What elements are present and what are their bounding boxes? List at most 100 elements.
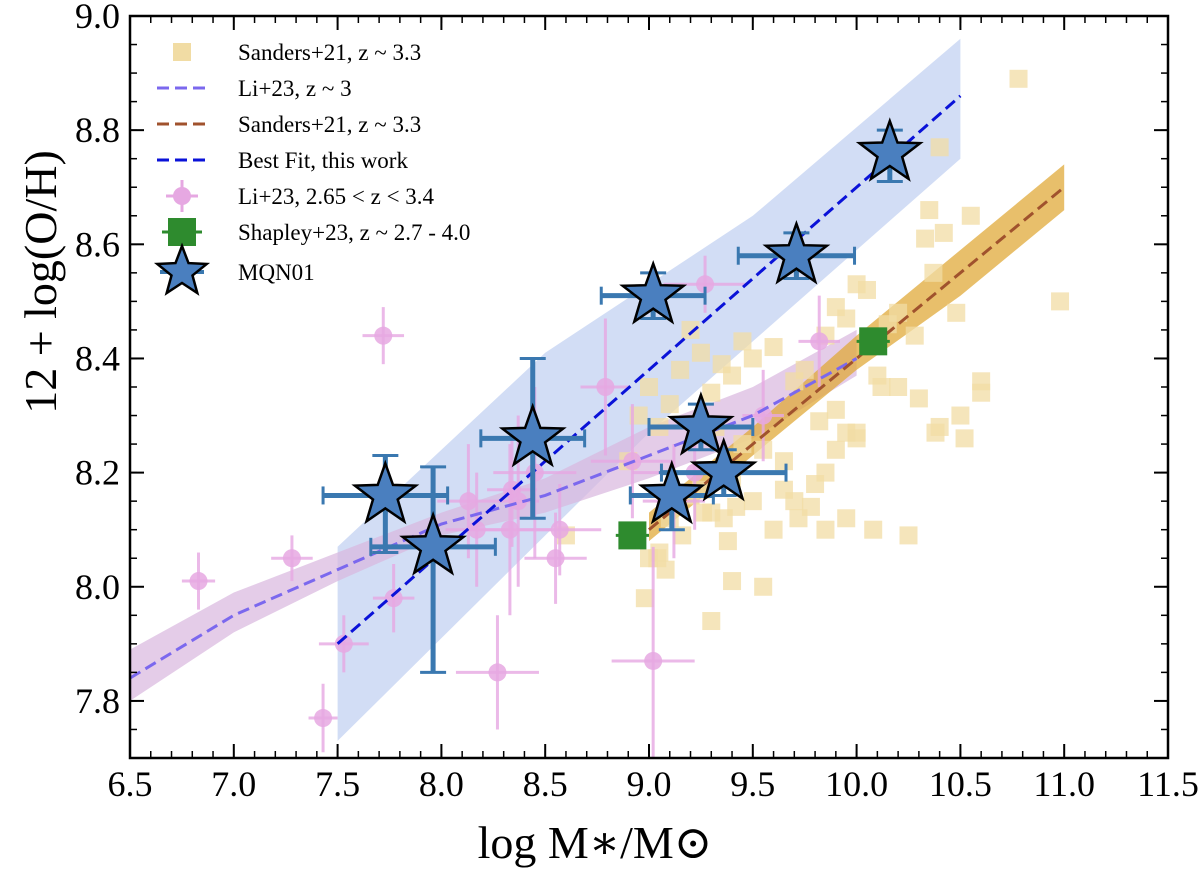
sanders21-point bbox=[635, 589, 654, 608]
mqn01-star bbox=[351, 459, 420, 525]
li23-point bbox=[696, 275, 715, 294]
x-axis-title: log M∗/M⊙ bbox=[478, 817, 713, 868]
legend-item: Sanders+21, z ~ 3.3 bbox=[157, 112, 421, 137]
sanders21-point bbox=[648, 549, 667, 568]
mqn01-star bbox=[619, 259, 688, 325]
sanders21-point bbox=[806, 475, 825, 494]
x-tick-label: 6.5 bbox=[108, 764, 153, 804]
sanders21-point bbox=[826, 298, 845, 317]
li23-point bbox=[546, 549, 565, 568]
li23-point bbox=[334, 634, 353, 653]
li23-point bbox=[500, 520, 519, 539]
shapley-points-layer bbox=[615, 327, 890, 550]
fit-lines-layer bbox=[130, 94, 1066, 680]
li23-point bbox=[282, 549, 301, 568]
sanders21-point bbox=[924, 263, 943, 282]
x-tick-label: 8.0 bbox=[419, 764, 464, 804]
sanders21-point bbox=[693, 503, 712, 522]
sanders21-point bbox=[934, 223, 953, 242]
x-tick-label: 7.5 bbox=[315, 764, 360, 804]
mqn01-points-layer bbox=[321, 117, 924, 674]
li23-point bbox=[509, 492, 528, 511]
sanders21-point bbox=[889, 378, 908, 396]
sanders21-point bbox=[810, 412, 829, 431]
sanders21-point bbox=[872, 378, 891, 396]
sanders21-point bbox=[930, 138, 949, 157]
legend: Sanders+21, z ~ 3.3 Li+23, z ~ 3 Sanders+2… bbox=[153, 40, 470, 296]
legend-item: Sanders+21, z ~ 3.3 bbox=[173, 40, 421, 65]
sanders21-point bbox=[947, 303, 966, 322]
x-tick-label: 10.5 bbox=[929, 764, 992, 804]
sanders21-point bbox=[1051, 292, 1070, 311]
legend-item: Li+23, z ~ 3 bbox=[157, 76, 352, 101]
sanders21-point bbox=[905, 326, 924, 345]
legend-item: Li+23, 2.65 < z < 3.4 bbox=[166, 180, 435, 212]
sanders21-point bbox=[864, 520, 883, 539]
sanders21-point bbox=[712, 355, 731, 374]
x-tick-label: 10.0 bbox=[825, 764, 888, 804]
sanders21-point bbox=[764, 338, 783, 357]
x-tick-label: 7.0 bbox=[211, 764, 256, 804]
x-tick-label: 9.5 bbox=[730, 764, 775, 804]
sanders21-point bbox=[723, 572, 742, 591]
sanders21-point bbox=[774, 452, 793, 471]
li23-point bbox=[374, 326, 393, 345]
sanders21-point bbox=[702, 383, 721, 402]
legend-marker-square bbox=[173, 43, 191, 61]
sanders21-point bbox=[774, 480, 793, 499]
sanders21-point bbox=[847, 275, 866, 294]
sanders21-point bbox=[816, 520, 835, 539]
sanders21-point bbox=[899, 526, 918, 545]
axes: 6.5 7.0 7.5 8.0 8.5 9.0 9.5 10.0 10.5 11.0 11.5 7.8… bbox=[75, 0, 1199, 804]
y-tick-label: 8.0 bbox=[75, 567, 120, 607]
sanders21-point bbox=[764, 520, 783, 539]
li23-point bbox=[810, 332, 829, 351]
best-fit-line bbox=[336, 94, 962, 645]
sanders21-point bbox=[640, 378, 658, 396]
sanders21-point bbox=[702, 612, 721, 631]
li23-point bbox=[488, 663, 507, 682]
x-tick-label: 9.0 bbox=[627, 764, 672, 804]
sanders21-point bbox=[926, 423, 945, 442]
sanders21-band bbox=[649, 164, 1065, 542]
sanders21-point bbox=[801, 497, 820, 516]
sanders21-point bbox=[847, 423, 866, 442]
x-tick-label: 11.0 bbox=[1033, 764, 1095, 804]
y-axis-title: 12 + log(O/H) bbox=[15, 150, 66, 414]
sanders21-point bbox=[916, 229, 935, 248]
sanders21-point bbox=[733, 332, 752, 351]
mqn01-star bbox=[666, 391, 735, 456]
sanders21-point bbox=[743, 349, 762, 368]
li23-point bbox=[459, 492, 478, 511]
x-tick-label: 8.5 bbox=[523, 764, 568, 804]
sanders21-point bbox=[951, 406, 970, 425]
sanders21-point bbox=[785, 372, 804, 391]
legend-label: Sanders+21, z ~ 3.3 bbox=[238, 112, 421, 137]
legend-marker-square bbox=[168, 218, 196, 246]
sanders21-point bbox=[972, 383, 991, 402]
legend-item: Shapley+23, z ~ 2.7 - 4.0 bbox=[162, 218, 470, 246]
shapley23-point bbox=[618, 521, 647, 550]
sanders21-point bbox=[714, 509, 733, 528]
legend-label: Shapley+23, z ~ 2.7 - 4.0 bbox=[238, 220, 470, 245]
sanders21-point bbox=[754, 577, 773, 596]
y-tick-label: 8.2 bbox=[75, 453, 120, 493]
sanders21-point bbox=[837, 509, 856, 528]
li23-point bbox=[550, 520, 569, 539]
legend-label: Best Fit, this work bbox=[238, 148, 408, 173]
legend-item: Best Fit, this work bbox=[157, 148, 408, 173]
li23-point bbox=[644, 651, 663, 670]
sanders21-point bbox=[1009, 69, 1028, 88]
mqn01-star bbox=[498, 402, 567, 468]
legend-label: Li+23, z ~ 3 bbox=[238, 76, 352, 101]
sanders21-point bbox=[629, 406, 648, 425]
y-tick-label: 8.4 bbox=[75, 338, 120, 378]
y-tick-label: 9.0 bbox=[75, 0, 120, 36]
sanders21-point bbox=[909, 389, 928, 408]
sanders21-point bbox=[955, 429, 974, 448]
legend-marker-circle bbox=[173, 187, 191, 205]
sanders21-point bbox=[671, 360, 690, 379]
sanders21-point bbox=[743, 492, 762, 511]
mqn01-star bbox=[399, 511, 468, 576]
legend-label: MQN01 bbox=[238, 260, 315, 285]
